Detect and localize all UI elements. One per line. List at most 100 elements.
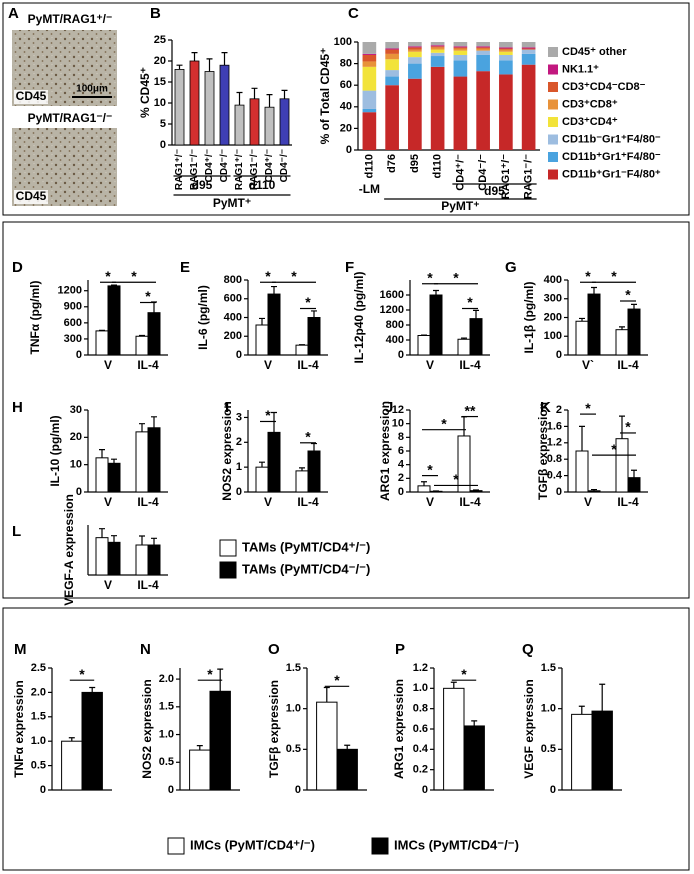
legend-label: NK1.1⁺ (562, 63, 599, 75)
bar-segment (521, 64, 536, 150)
bar-segment (476, 46, 490, 48)
bar (147, 544, 161, 576)
legend-swatch (548, 169, 558, 180)
legend-swatch (371, 837, 389, 855)
panel-letter: D (12, 259, 23, 276)
y-tick-label: 0 (550, 784, 556, 796)
error-bar (461, 416, 467, 436)
x-tick-label: RAG1⁻/⁻ (189, 149, 200, 190)
bar-segment (408, 57, 422, 64)
y-tick-label: 30 (70, 404, 82, 416)
y-tick-label: 900 (64, 301, 82, 313)
y-axis-label: IL-12p40 (pg/ml) (352, 271, 366, 363)
bar-segment (476, 71, 490, 150)
bar (587, 490, 601, 493)
bar (591, 710, 613, 791)
bar-segment (408, 42, 422, 47)
bar (81, 691, 103, 791)
panel-letter: F (345, 259, 354, 276)
error-bar (139, 334, 145, 337)
panel-letter: C (348, 5, 359, 22)
bar-segment (453, 42, 468, 47)
y-tick-label: 2.5 (31, 662, 46, 674)
bar-segment (476, 54, 490, 72)
legend-swatch (548, 134, 558, 145)
bar-segment (453, 48, 468, 51)
y-tick-label: 1 (236, 461, 242, 473)
y-axis-label: ARG1 expression (392, 679, 406, 779)
y-tick-label: 80 (340, 58, 352, 70)
y-tick-label: 600 (64, 317, 82, 329)
x-tick-label: d95 (409, 154, 421, 173)
bar (463, 725, 485, 791)
bar-segment (476, 47, 490, 49)
error-bar (473, 309, 479, 319)
y-axis-label: VEGF-A expression (62, 494, 76, 606)
bar-segment (476, 50, 490, 55)
error-bar (631, 469, 637, 478)
bar-segment (362, 112, 377, 150)
error-bar (631, 303, 637, 310)
error-bar (473, 489, 479, 491)
error-bar (111, 284, 117, 286)
legend-label: IMCs (PyMT/CD4⁺/⁻) (190, 837, 315, 852)
y-axis-label: VEGF expression (522, 679, 536, 778)
x-tick-label: V (104, 578, 112, 592)
x-tick-label: RAG1⁺/⁻ (500, 154, 512, 199)
y-tick-label: 2 (556, 404, 562, 416)
significance-label: * (305, 429, 311, 445)
legend-swatch (167, 837, 185, 855)
y-tick-label: 0 (556, 349, 562, 361)
bar (267, 293, 281, 356)
x-tick-label: RAG1⁺/⁻ (234, 149, 245, 190)
bar-segment (430, 56, 445, 67)
error-bar (266, 94, 273, 108)
bar-segment (430, 66, 445, 150)
error-bar (299, 467, 305, 471)
x-tick-label: V (584, 495, 592, 509)
bar (107, 541, 121, 576)
y-tick-label: 1.5 (159, 701, 174, 713)
image-label: PyMT/RAG1⁻/⁻ (28, 111, 113, 125)
bar (135, 544, 149, 576)
x-tick-label: V (426, 358, 434, 372)
bar (95, 457, 109, 493)
bar-segment (408, 78, 422, 150)
bar-segment (385, 42, 399, 49)
y-tick-label: 0.5 (286, 743, 301, 755)
bar-segment (476, 42, 490, 47)
legend-label: CD11b⁺Gr1⁻F4/80⁺ (562, 168, 661, 180)
error-bar (461, 337, 467, 340)
legend-swatch (219, 561, 237, 579)
panel-letter: G (505, 259, 517, 276)
error-bar (579, 425, 585, 451)
y-tick-label: 0 (346, 144, 352, 156)
y-tick-label: 20 (340, 122, 352, 134)
x-tick-label: IL-4 (459, 358, 481, 372)
significance-label: * (441, 415, 447, 431)
error-bar (151, 537, 157, 545)
bar (219, 64, 230, 146)
bar-segment (499, 74, 513, 150)
significance-label: * (79, 666, 85, 682)
panel-letter: P (395, 641, 405, 658)
significance-label: * (427, 269, 433, 285)
error-bar (619, 326, 625, 330)
bar-segment (362, 54, 377, 62)
panel-letter: O (268, 641, 280, 658)
legend-swatch (548, 64, 558, 75)
x-tick-label: CD4⁺/⁻ (454, 154, 466, 191)
x-tick-label: CD4⁺/⁻ (264, 149, 275, 182)
bar (255, 324, 269, 356)
bar (336, 748, 358, 791)
bar-segment (430, 49, 445, 53)
category-note: -LM (359, 182, 380, 196)
significance-label: * (467, 294, 473, 310)
group-label: PyMT⁺ (441, 199, 479, 213)
bar-segment (453, 54, 468, 61)
stain-box (14, 90, 48, 104)
panel-letter: J (385, 399, 393, 416)
x-tick-label: V (426, 495, 434, 509)
bar (107, 285, 121, 356)
error-bar (421, 481, 427, 486)
